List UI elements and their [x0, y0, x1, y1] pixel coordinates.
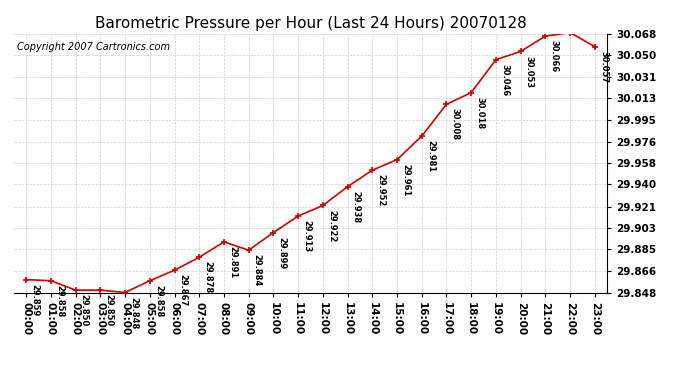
Text: 29.850: 29.850 [104, 294, 113, 327]
Text: 29.867: 29.867 [179, 274, 188, 307]
Text: 29.913: 29.913 [302, 220, 311, 252]
Text: 29.848: 29.848 [129, 297, 138, 329]
Text: 29.884: 29.884 [253, 254, 262, 286]
Text: 30.069: 30.069 [0, 374, 1, 375]
Text: 30.066: 30.066 [549, 40, 558, 72]
Text: 29.938: 29.938 [352, 191, 361, 223]
Text: 29.858: 29.858 [55, 285, 64, 317]
Text: 29.859: 29.859 [30, 284, 39, 316]
Text: 30.053: 30.053 [525, 56, 534, 88]
Text: 29.922: 29.922 [327, 210, 336, 242]
Text: 29.961: 29.961 [401, 164, 410, 196]
Text: 29.891: 29.891 [228, 246, 237, 278]
Text: 29.858: 29.858 [154, 285, 163, 317]
Text: 30.018: 30.018 [475, 97, 484, 129]
Text: 30.008: 30.008 [451, 108, 460, 141]
Text: 29.981: 29.981 [426, 140, 435, 172]
Title: Barometric Pressure per Hour (Last 24 Hours) 20070128: Barometric Pressure per Hour (Last 24 Ho… [95, 16, 526, 31]
Text: 29.850: 29.850 [80, 294, 89, 327]
Text: 29.878: 29.878 [204, 261, 213, 294]
Text: 29.899: 29.899 [277, 237, 286, 269]
Text: 30.046: 30.046 [500, 64, 509, 96]
Text: 29.952: 29.952 [377, 174, 386, 207]
Text: Copyright 2007 Cartronics.com: Copyright 2007 Cartronics.com [17, 42, 170, 51]
Text: 30.057: 30.057 [599, 51, 608, 83]
